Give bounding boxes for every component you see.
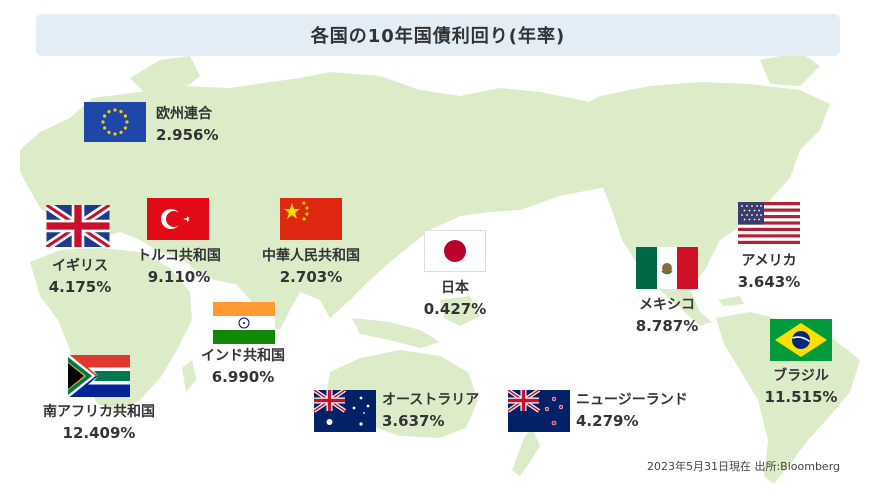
turkey-name: トルコ共和国 [137, 248, 221, 264]
eu-value: 2.956% [156, 126, 219, 144]
usa-flag-icon [738, 202, 800, 244]
chart-title: 各国の10年国債利回り(年率) [36, 14, 840, 56]
mexico-value: 8.787% [635, 317, 699, 335]
new-zealand-flag-icon [508, 390, 570, 432]
australia-flag-icon [314, 390, 376, 432]
turkey-flag-icon [147, 198, 209, 240]
uk-name: イギリス [52, 258, 108, 274]
india-label: インド共和国 6.990% [188, 346, 298, 388]
new-zealand-label: ニュージーランド 4.279% [576, 390, 688, 432]
brazil-flag-icon [770, 319, 832, 361]
turkey-label: トルコ共和国 9.110% [124, 246, 234, 288]
japan-value: 0.427% [423, 300, 487, 318]
uk-value: 4.175% [48, 278, 112, 296]
turkey-value: 9.110% [147, 268, 211, 286]
australia-value: 3.637% [382, 412, 445, 430]
china-value: 2.703% [279, 268, 343, 286]
usa-name: アメリカ [741, 253, 797, 269]
south-africa-label: 南アフリカ共和国 12.409% [24, 402, 174, 444]
south-africa-name: 南アフリカ共和国 [43, 404, 155, 420]
south-africa-value: 12.409% [62, 424, 136, 442]
japan-label: 日本 0.427% [410, 278, 500, 320]
south-africa-flag-icon [68, 355, 130, 397]
new-zealand-value: 4.279% [576, 412, 639, 430]
japan-name: 日本 [441, 280, 469, 296]
india-name: インド共和国 [201, 348, 285, 364]
usa-label: アメリカ 3.643% [724, 251, 814, 293]
china-flag-icon [280, 198, 342, 240]
source-note: 2023年5月31日現在 出所:Bloomberg [646, 460, 840, 473]
brazil-value: 11.515% [764, 388, 838, 406]
uk-flag-icon [46, 205, 110, 247]
eu-label: 欧州連合 2.956% [156, 104, 218, 146]
india-flag-icon [213, 302, 275, 344]
china-name: 中華人民共和国 [262, 248, 360, 264]
new-zealand-name: ニュージーランド [576, 392, 688, 408]
eu-name: 欧州連合 [156, 106, 212, 122]
australia-name: オーストラリア [382, 392, 480, 408]
japan-flag-icon [424, 230, 486, 272]
brazil-label: ブラジル 11.515% [756, 366, 846, 408]
australia-label: オーストラリア 3.637% [382, 390, 479, 432]
usa-value: 3.643% [737, 273, 801, 291]
mexico-flag-icon [636, 247, 698, 289]
eu-flag-icon [84, 102, 146, 142]
brazil-name: ブラジル [773, 368, 829, 384]
mexico-name: メキシコ [639, 297, 695, 313]
china-label: 中華人民共和国 2.703% [250, 246, 372, 288]
mexico-label: メキシコ 8.787% [622, 295, 712, 337]
india-value: 6.990% [211, 368, 275, 386]
uk-label: イギリス 4.175% [40, 256, 120, 298]
